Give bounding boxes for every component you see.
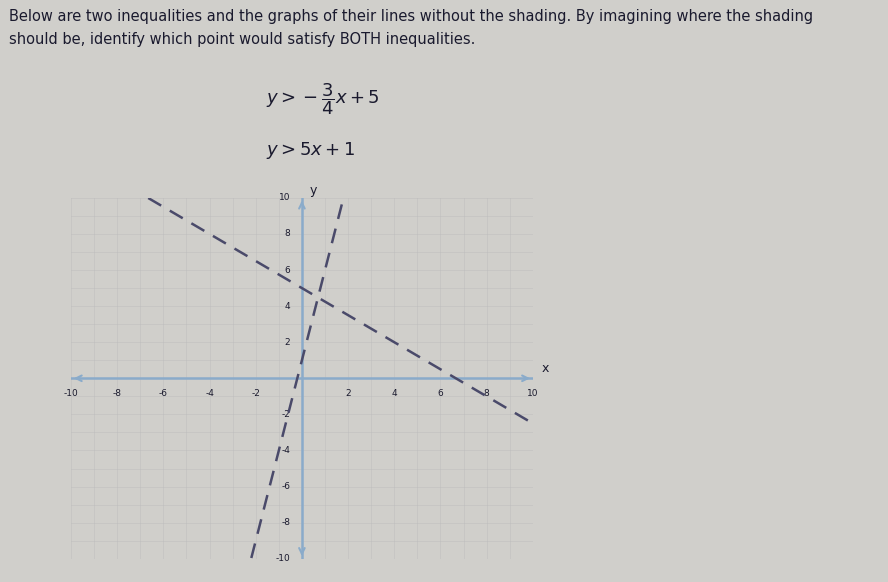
Text: 6: 6: [285, 265, 290, 275]
Text: -10: -10: [275, 554, 290, 563]
Text: Below are two inequalities and the graphs of their lines without the shading. By: Below are two inequalities and the graph…: [9, 9, 813, 24]
Text: -6: -6: [159, 389, 168, 398]
Text: $y > 5x + 1$: $y > 5x + 1$: [266, 140, 355, 161]
Text: -4: -4: [281, 446, 290, 455]
Text: 10: 10: [279, 193, 290, 203]
Text: 4: 4: [392, 389, 397, 398]
Text: 2: 2: [345, 389, 351, 398]
Text: 2: 2: [285, 338, 290, 347]
Text: -10: -10: [64, 389, 78, 398]
Text: $y > -\dfrac{3}{4}x + 5$: $y > -\dfrac{3}{4}x + 5$: [266, 81, 380, 117]
Text: 8: 8: [285, 229, 290, 239]
Text: 4: 4: [285, 301, 290, 311]
Text: 8: 8: [484, 389, 489, 398]
Text: -4: -4: [205, 389, 214, 398]
Text: -6: -6: [281, 482, 290, 491]
Text: 6: 6: [438, 389, 443, 398]
Text: x: x: [542, 362, 550, 375]
Text: -8: -8: [113, 389, 122, 398]
Text: -2: -2: [251, 389, 260, 398]
Text: y: y: [310, 184, 317, 197]
Text: 10: 10: [527, 389, 538, 398]
Text: -2: -2: [281, 410, 290, 419]
Text: should be, identify which point would satisfy BOTH inequalities.: should be, identify which point would sa…: [9, 32, 475, 47]
Text: -8: -8: [281, 518, 290, 527]
